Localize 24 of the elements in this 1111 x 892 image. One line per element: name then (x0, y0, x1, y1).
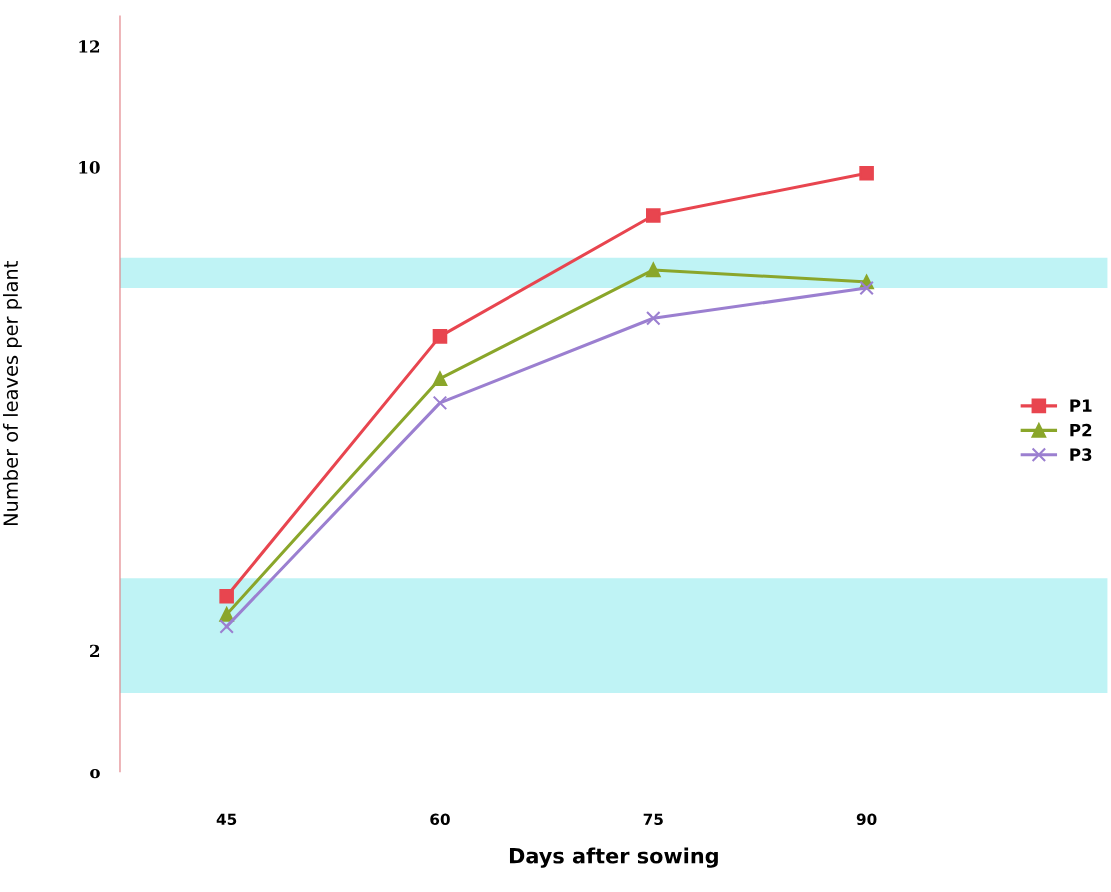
point (432, 395, 448, 411)
point (432, 371, 448, 386)
point (646, 310, 661, 326)
y-tick-label: 12 (79, 40, 100, 53)
legend-label: P3 (1070, 448, 1092, 461)
point (859, 165, 874, 181)
point (219, 619, 234, 634)
x-tick-label: 90 (856, 813, 877, 826)
legend-label: P2 (1070, 423, 1092, 437)
y-tick-label: 2 (90, 644, 100, 658)
x-tick-label: 60 (430, 813, 450, 826)
point (219, 607, 234, 622)
point (859, 280, 874, 296)
legend-label: P1 (1070, 399, 1092, 412)
point (219, 589, 234, 604)
point (646, 208, 661, 223)
x-tick-label: 45 (216, 813, 237, 826)
y-tick-label: o (90, 769, 100, 779)
y-axis-title: Number of leaves per plant (2, 261, 22, 526)
x-tick-label: 75 (643, 813, 663, 826)
y-tick-label: 10 (79, 161, 100, 174)
x-axis-title: Days after sowing (509, 847, 718, 868)
point (646, 262, 661, 278)
point (432, 329, 448, 344)
